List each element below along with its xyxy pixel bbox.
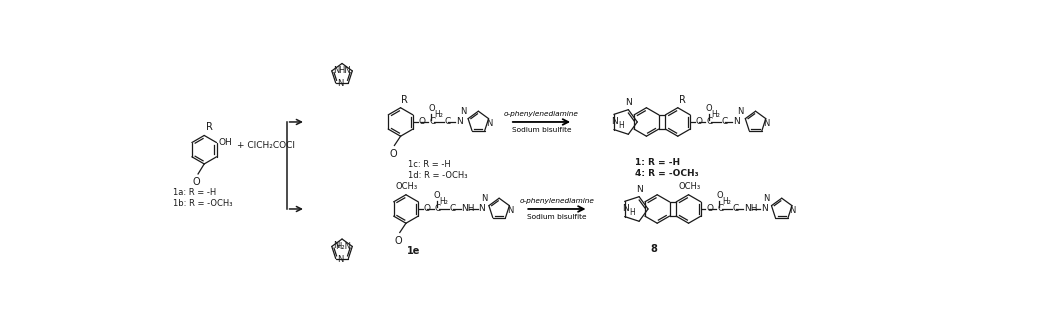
Text: N: N	[612, 117, 618, 126]
Text: N: N	[508, 206, 514, 215]
Text: O: O	[705, 104, 712, 113]
Text: O: O	[423, 204, 431, 213]
Text: o-phenylenediamine: o-phenylenediamine	[519, 197, 594, 204]
Text: O: O	[434, 191, 440, 200]
Text: H₂: H₂	[711, 110, 720, 119]
Text: 1e: 1e	[407, 246, 420, 256]
Text: 1d: R = -OCH₃: 1d: R = -OCH₃	[409, 171, 468, 180]
Text: 8: 8	[650, 244, 657, 254]
Text: Sodium bisulfite: Sodium bisulfite	[512, 127, 571, 133]
Text: H₂: H₂	[722, 197, 731, 206]
Text: N: N	[456, 118, 463, 126]
Text: N: N	[733, 118, 740, 126]
Text: C: C	[444, 118, 450, 126]
Text: + ClCH₂COCl: + ClCH₂COCl	[236, 141, 294, 150]
Text: N: N	[334, 241, 340, 250]
Text: N: N	[625, 98, 631, 107]
Text: N: N	[635, 185, 643, 194]
Text: o-phenylenediamine: o-phenylenediamine	[504, 111, 579, 117]
Text: C: C	[717, 204, 723, 213]
Text: N: N	[622, 204, 629, 213]
Text: O: O	[418, 118, 425, 126]
Text: NH: NH	[462, 204, 475, 213]
Text: 1a: R = -H: 1a: R = -H	[174, 188, 216, 197]
Text: Sodium bisulfite: Sodium bisulfite	[527, 214, 587, 220]
Text: 1: R = -H: 1: R = -H	[635, 158, 680, 166]
Text: N: N	[789, 206, 796, 215]
Text: H₂N: H₂N	[335, 242, 350, 251]
Text: C: C	[435, 204, 441, 213]
Text: 1b: R = -OCH₃: 1b: R = -OCH₃	[174, 199, 233, 208]
Text: H₂: H₂	[439, 197, 448, 206]
Text: H: H	[619, 120, 624, 130]
Text: OCH₃: OCH₃	[395, 182, 418, 191]
Text: N: N	[763, 120, 770, 128]
Text: C: C	[430, 118, 436, 126]
Text: N: N	[478, 204, 485, 213]
Text: C: C	[706, 118, 712, 126]
Text: NH: NH	[744, 204, 757, 213]
Text: R: R	[206, 122, 212, 133]
Text: 4: R = -OCH₃: 4: R = -OCH₃	[635, 169, 699, 178]
Text: N: N	[761, 204, 768, 213]
Text: C: C	[722, 118, 728, 126]
Text: O: O	[192, 177, 201, 187]
Text: OCH₃: OCH₃	[678, 182, 700, 191]
Text: N: N	[334, 66, 340, 74]
Text: O: O	[428, 104, 435, 113]
Text: O: O	[696, 118, 702, 126]
Text: O: O	[717, 191, 723, 200]
Text: C: C	[732, 204, 738, 213]
Text: R: R	[678, 95, 685, 105]
Text: N: N	[487, 120, 493, 128]
Text: OH: OH	[218, 138, 232, 147]
Text: N: N	[460, 107, 467, 116]
Text: O: O	[394, 236, 402, 246]
Text: N: N	[737, 107, 744, 116]
Text: N: N	[337, 255, 343, 264]
Text: H: H	[629, 208, 635, 217]
Text: 1c: R = -H: 1c: R = -H	[409, 160, 451, 169]
Text: N: N	[763, 194, 770, 203]
Text: H₂: H₂	[434, 110, 443, 119]
Text: O: O	[706, 204, 713, 213]
Text: O: O	[389, 149, 396, 158]
Text: C: C	[450, 204, 457, 213]
Text: R: R	[401, 95, 409, 105]
Text: HN: HN	[338, 66, 350, 75]
Text: N: N	[337, 79, 343, 88]
Text: N: N	[480, 194, 488, 203]
